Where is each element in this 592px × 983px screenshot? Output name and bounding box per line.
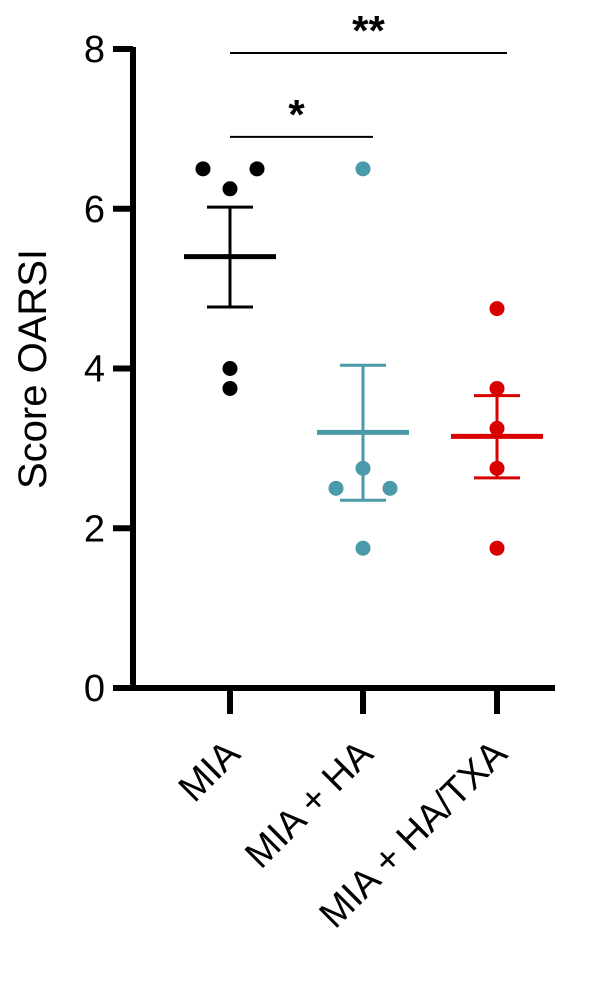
y-axis-label: Score OARSI <box>11 249 55 489</box>
y-tick-label: 0 <box>84 668 105 710</box>
significance-brackets: *** <box>230 7 507 138</box>
data-point <box>489 301 505 317</box>
y-tick-label: 6 <box>84 189 105 231</box>
x-tick-label: MIA + HA <box>237 732 381 876</box>
data-point <box>489 380 505 396</box>
group-mia-ha-txa <box>451 301 543 556</box>
data-groups <box>184 161 543 556</box>
group-mia-ha <box>317 161 409 556</box>
y-tick-label: 8 <box>84 29 105 71</box>
data-point <box>355 540 371 556</box>
data-point <box>489 540 505 556</box>
significance-label: ** <box>352 7 385 54</box>
data-point <box>249 161 265 177</box>
data-point <box>382 480 398 496</box>
significance-label: * <box>288 91 305 138</box>
group-mia <box>184 161 276 396</box>
data-point <box>328 480 344 496</box>
x-tick-label: MIA <box>171 732 249 810</box>
data-point <box>195 161 211 177</box>
data-point <box>222 181 238 197</box>
y-tick-label: 4 <box>84 349 105 391</box>
data-point <box>355 161 371 177</box>
y-tick-label: 2 <box>84 508 105 550</box>
data-point <box>222 380 238 396</box>
data-point <box>222 361 238 376</box>
